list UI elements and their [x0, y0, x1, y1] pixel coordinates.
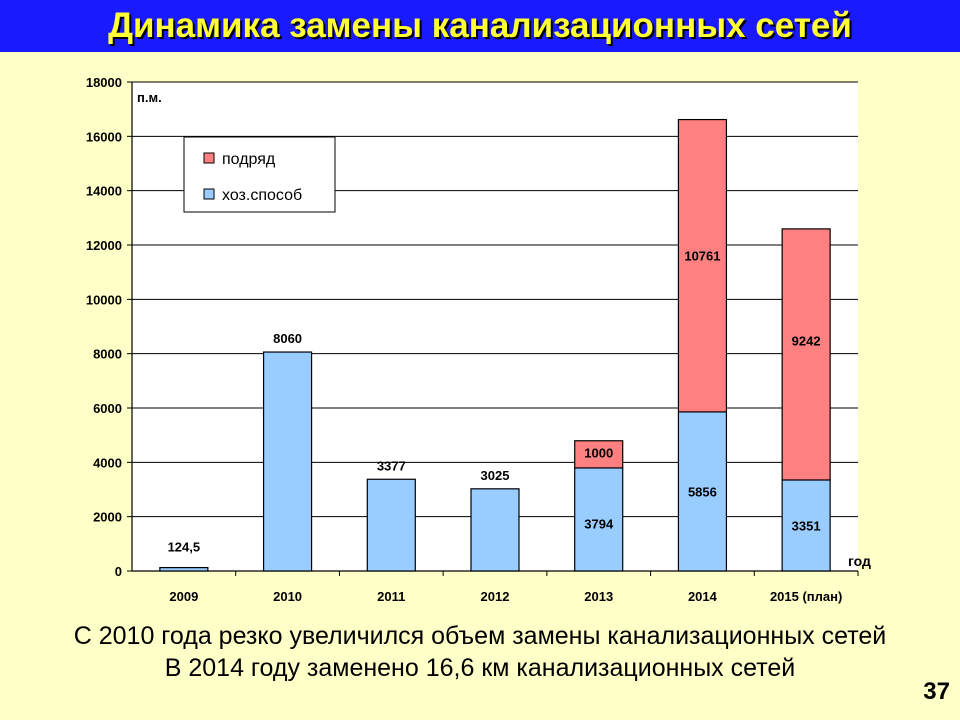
- legend-swatch: [203, 188, 215, 200]
- data-label: 124,5: [168, 540, 201, 555]
- x-tick-label: 2012: [481, 589, 510, 604]
- x-tick-label: 2015 (план): [770, 589, 842, 604]
- data-label: 3377: [377, 458, 406, 473]
- chart-area: 0 2000 4000 6000 8000 10000 12000 14000 16000 180…: [0, 52, 960, 612]
- y-tick-label: 12000: [86, 238, 122, 253]
- bar-own-method: [159, 567, 209, 572]
- y-tick-label: 8000: [93, 347, 122, 362]
- bar-own-method: [781, 479, 831, 572]
- y-tick-label: 4000: [93, 455, 122, 470]
- x-tick-label: 2010: [273, 589, 302, 604]
- y-tick-label: 0: [115, 564, 122, 579]
- y-tick-label: 14000: [86, 184, 122, 199]
- data-label: 9242: [792, 333, 821, 348]
- bar-own-method: [366, 478, 416, 572]
- subtitle-line-1: С 2010 года резко увеличился объем замен…: [73, 622, 887, 650]
- legend-swatch: [203, 152, 215, 164]
- y-tick-label: 6000: [93, 401, 122, 416]
- bar-own-method: [677, 411, 728, 572]
- y-tick-label: 10000: [86, 292, 122, 307]
- y-tick-label: 18000: [86, 75, 122, 90]
- data-label: 10761: [684, 249, 720, 264]
- title-bar: Динамика замены канализационных сетей: [0, 0, 960, 52]
- y-tick-label: 2000: [93, 510, 122, 525]
- bar-contract: [574, 440, 624, 469]
- data-label: 3794: [584, 516, 614, 531]
- slide-title: Динамика замены канализационных сетей: [108, 6, 852, 45]
- legend-label: хоз.способ: [222, 187, 302, 204]
- bar-own-method: [262, 351, 313, 572]
- page-number: 37: [923, 678, 950, 705]
- data-label: 3351: [792, 518, 821, 533]
- x-tick-label: 2009: [169, 589, 198, 604]
- data-label: 1000: [584, 445, 613, 460]
- x-axis-title: год: [848, 553, 871, 569]
- y-axis-title: п.м.: [137, 90, 162, 105]
- stacked-bar-chart: 0 2000 4000 6000 8000 10000 12000 14000 16000 180…: [86, 75, 871, 604]
- subtitle-line-2: В 2014 году заменено 16,6 км канализацио…: [164, 654, 796, 682]
- y-tick-label: 16000: [86, 129, 122, 144]
- data-label: 8060: [273, 331, 302, 346]
- bar-contract: [677, 118, 728, 413]
- bar-own-method: [574, 467, 624, 572]
- legend-label: подряд: [222, 151, 276, 168]
- x-tick-label: 2014: [688, 589, 718, 604]
- x-tick-label: 2013: [584, 589, 613, 604]
- bar-own-method: [470, 488, 520, 572]
- x-tick-label: 2011: [377, 589, 405, 604]
- data-label: 5856: [688, 484, 717, 499]
- bar-contract: [781, 228, 831, 481]
- data-label: 3025: [481, 468, 510, 483]
